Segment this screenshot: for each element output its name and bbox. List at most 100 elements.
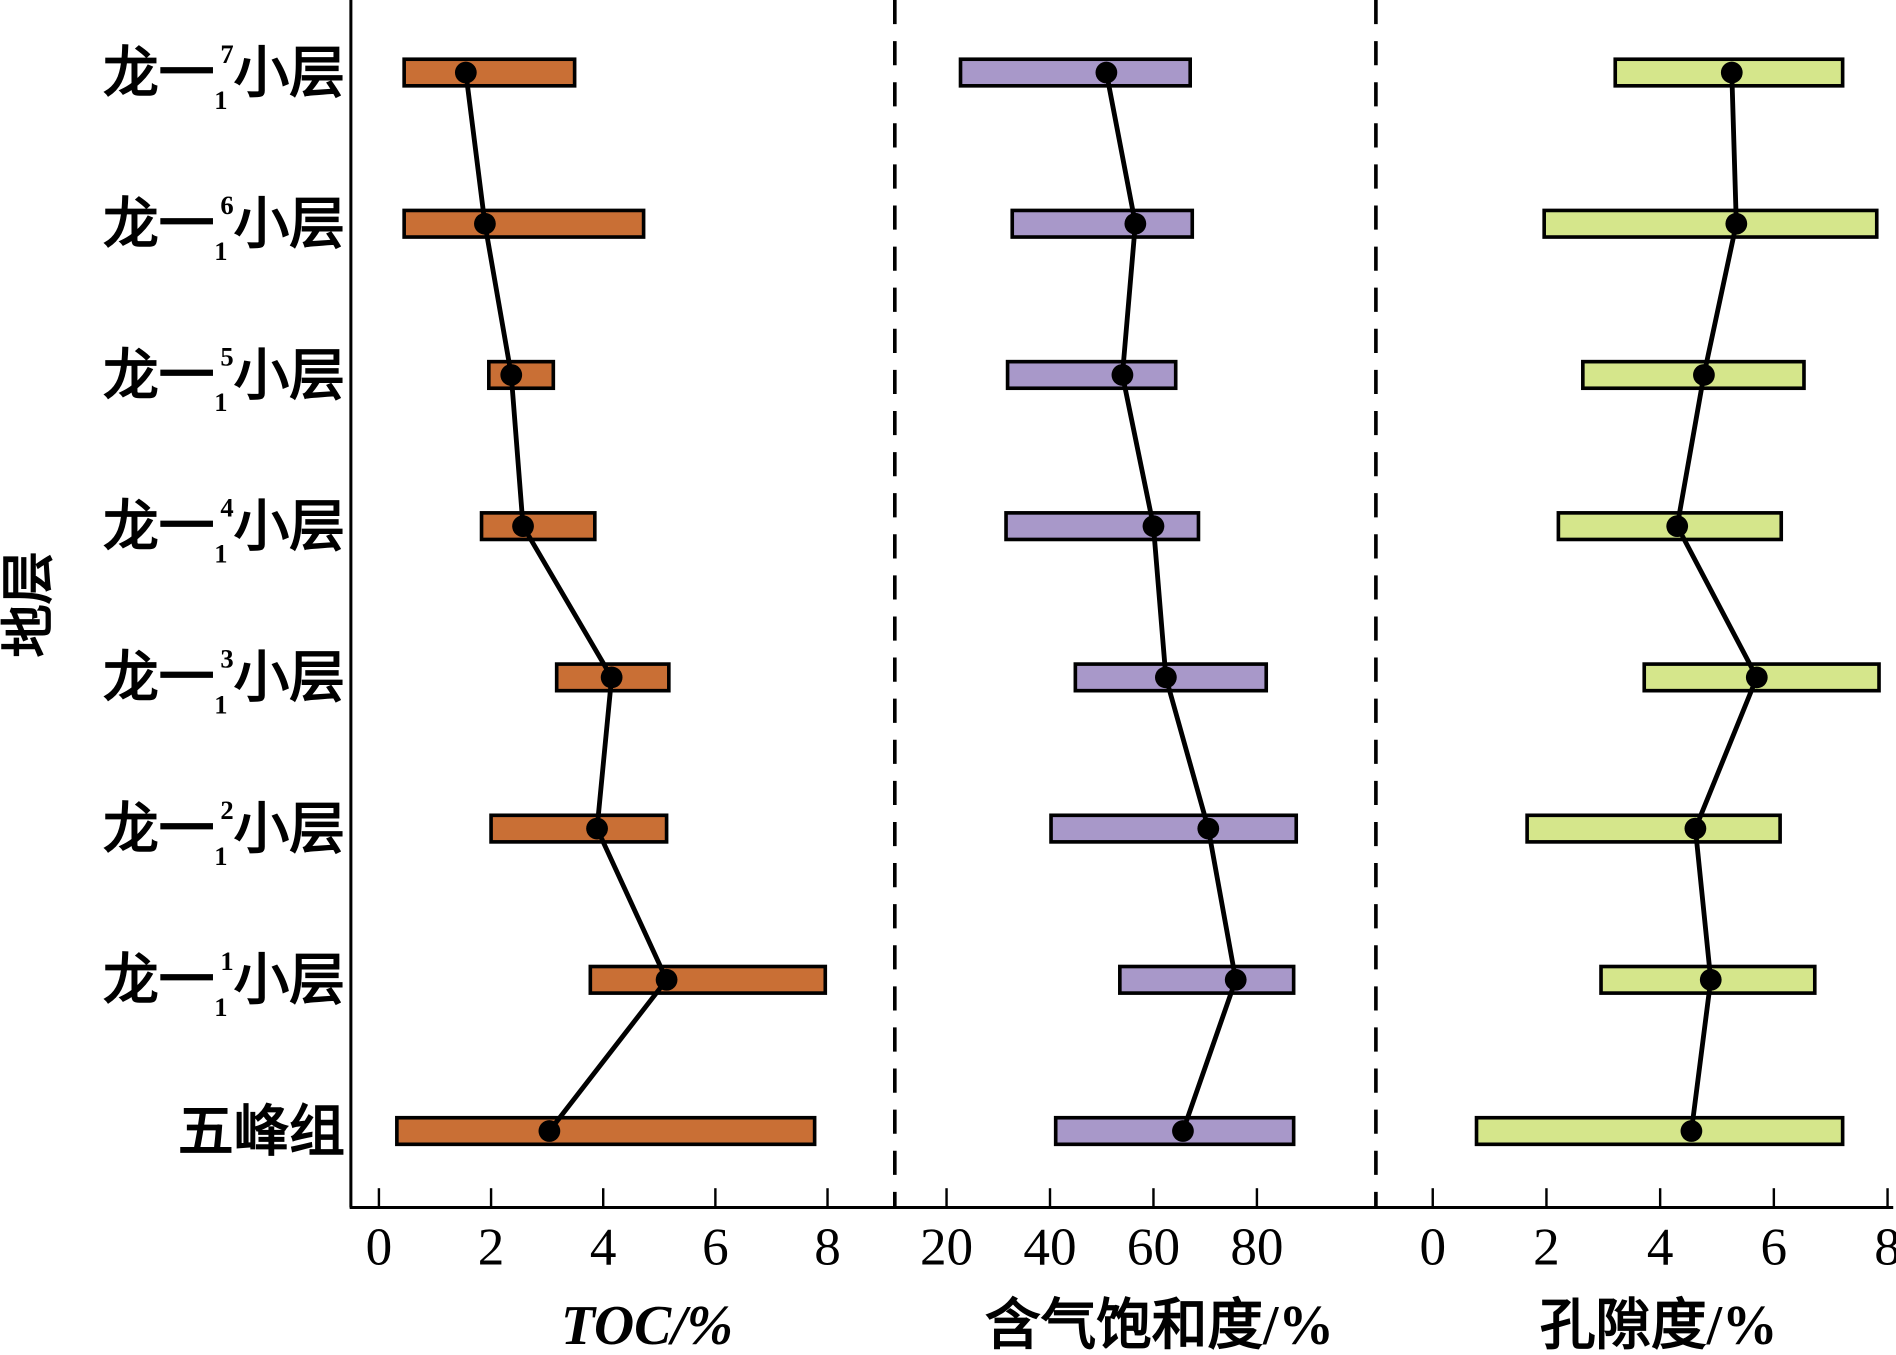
mean-point <box>1745 666 1768 689</box>
mean-line <box>463 72 670 1133</box>
range-bar <box>402 208 646 239</box>
category-label-superscript: 1 <box>220 946 233 976</box>
range-bar <box>1474 1115 1845 1147</box>
range-bar <box>1525 813 1782 844</box>
x-tick-label: 0 <box>366 1217 393 1276</box>
x-tick-label: 40 <box>1023 1217 1076 1276</box>
mean-point <box>1684 817 1707 840</box>
range-bar <box>1005 359 1178 391</box>
mean-point <box>1095 61 1118 84</box>
panel-3: 0 2 4 6 8 孔隙度/% <box>1419 57 1896 1355</box>
mean-line <box>1104 72 1239 1132</box>
category-label: 龙一1 4小层 <box>103 492 345 568</box>
range-bar <box>958 57 1193 88</box>
range-bar <box>588 964 828 995</box>
x-axis-title: TOC/% <box>561 1295 733 1355</box>
category-label-subscript: 1 <box>214 690 227 720</box>
mean-point <box>1142 515 1165 538</box>
mean-point <box>1172 1120 1194 1142</box>
mean-point <box>512 515 534 538</box>
category-label-main: 五峰组 <box>178 1101 345 1163</box>
category-label-superscript: 4 <box>220 492 233 522</box>
range-bar <box>489 813 669 844</box>
range-bar <box>402 57 577 88</box>
panel-2: 20 40 60 80 含气饱和度/% <box>920 57 1334 1355</box>
category-label-suffix: 小层 <box>234 345 345 407</box>
category-labels: 龙一17小层龙一16小层龙一15小层龙一14小层龙一13小层龙一12小层龙一11… <box>103 39 345 1164</box>
x-axis-title: 含气饱和度/% <box>985 1295 1334 1355</box>
mean-point <box>655 968 678 991</box>
range-bar <box>1010 208 1195 239</box>
mean-point <box>538 1120 561 1142</box>
x-tick-label: 60 <box>1127 1217 1180 1276</box>
chart-marks: 0 2 4 6 8 TOC/% 20 40 60 80 含气饱和度/% 0 2 4 6 8 孔隙度/% <box>366 57 1896 1355</box>
category-label-subscript: 1 <box>214 841 227 871</box>
category-label: 龙一1 1小层 <box>103 946 345 1022</box>
category-label-subscript: 1 <box>214 236 227 266</box>
mean-point <box>1680 1120 1703 1142</box>
category-label-main: 龙一 <box>103 799 214 861</box>
mean-point <box>1154 666 1177 689</box>
mean-point <box>454 61 477 84</box>
category-label: 龙一1 7小层 <box>103 39 345 115</box>
x-tick-label: 8 <box>814 1217 841 1276</box>
x-tick-label: 6 <box>1761 1217 1788 1276</box>
mean-point <box>586 817 608 840</box>
category-label-superscript: 5 <box>220 341 233 371</box>
range-bar <box>1004 511 1201 542</box>
x-tick-label: 80 <box>1230 1217 1283 1276</box>
category-label-suffix: 小层 <box>234 497 345 559</box>
mean-point <box>600 666 623 689</box>
category-label: 五峰组 <box>178 1101 345 1163</box>
x-tick-label: 8 <box>1874 1217 1896 1276</box>
mean-point <box>1124 212 1147 235</box>
category-label-main: 龙一 <box>103 950 214 1012</box>
range-bar <box>395 1115 817 1147</box>
x-tick-label: 20 <box>920 1217 973 1276</box>
category-label-suffix: 小层 <box>234 194 345 256</box>
x-tick-label: 6 <box>702 1217 729 1276</box>
category-label-main: 龙一 <box>103 497 214 559</box>
x-tick-label: 2 <box>478 1217 505 1276</box>
mean-point <box>500 364 523 386</box>
category-label-subscript: 1 <box>214 387 227 417</box>
category-label: 龙一1 3小层 <box>103 644 345 720</box>
mean-point <box>474 212 496 235</box>
panel-1: 0 2 4 6 8 TOC/% <box>366 57 841 1355</box>
range-bar <box>1049 813 1299 844</box>
category-label-suffix: 小层 <box>234 799 345 861</box>
x-axis-title: 孔隙度/% <box>1540 1295 1778 1355</box>
mean-point <box>1699 968 1722 991</box>
category-label-subscript: 1 <box>214 85 227 115</box>
category-label-superscript: 6 <box>220 190 233 220</box>
y-axis-title: 地层 <box>0 551 58 657</box>
range-bar <box>1118 964 1296 995</box>
x-tick-label: 2 <box>1533 1217 1560 1276</box>
category-label: 龙一1 6小层 <box>103 190 345 266</box>
x-tick-label: 4 <box>590 1217 617 1276</box>
category-label-main: 龙一 <box>103 43 214 105</box>
category-label-subscript: 1 <box>214 538 227 568</box>
category-label-main: 龙一 <box>103 194 214 256</box>
mean-point <box>1197 817 1220 840</box>
axes <box>349 0 1894 1210</box>
category-label-suffix: 小层 <box>234 43 345 105</box>
category-label: 龙一1 5小层 <box>103 341 345 417</box>
range-bar <box>1542 208 1879 239</box>
category-label: 龙一1 2小层 <box>103 795 345 871</box>
category-label-suffix: 小层 <box>234 648 345 710</box>
mean-point <box>1725 212 1748 235</box>
category-label-superscript: 3 <box>220 644 233 674</box>
mean-point <box>1720 61 1743 84</box>
category-label-superscript: 7 <box>220 39 233 69</box>
mean-line <box>1674 72 1760 1132</box>
category-label-main: 龙一 <box>103 648 214 710</box>
mean-point <box>1666 515 1689 538</box>
mean-point <box>1224 968 1247 991</box>
category-label-main: 龙一 <box>103 345 214 407</box>
mean-point <box>1693 364 1715 386</box>
x-tick-label: 0 <box>1419 1217 1446 1276</box>
range-bar <box>479 511 597 542</box>
category-label-suffix: 小层 <box>234 950 345 1012</box>
